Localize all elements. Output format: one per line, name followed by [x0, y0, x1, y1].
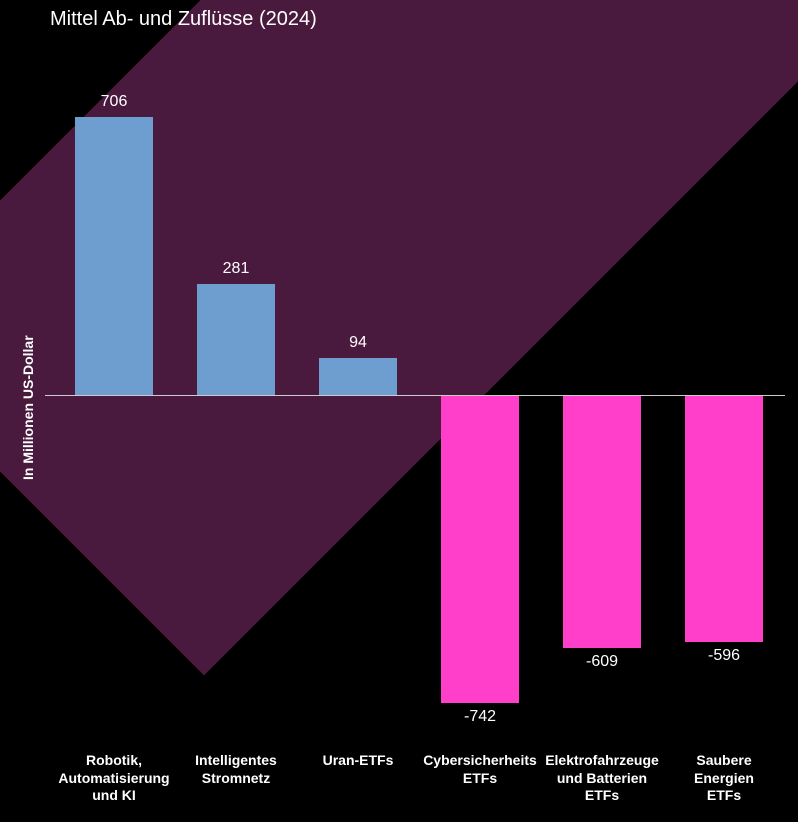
category-label: CybersicherheitsETFs [421, 752, 539, 787]
bar-value-label: -742 [441, 708, 519, 726]
category-label: Robotik,Automatisierungund KI [55, 752, 173, 805]
zero-baseline [45, 395, 785, 396]
bar [441, 396, 519, 703]
bar [197, 284, 275, 395]
category-label: Saubere EnergienETFs [665, 752, 783, 805]
bar [75, 117, 153, 395]
chart-stage: Mittel Ab- und Zuflüsse (2024) In Millio… [0, 0, 798, 822]
bar [685, 396, 763, 642]
bar-value-label: -609 [563, 653, 641, 671]
bar [563, 396, 641, 648]
category-label: Elektrofahrzeugeund BatterienETFs [543, 752, 661, 805]
y-axis-label: In Millionen US-Dollar [20, 335, 36, 480]
bar-value-label: 706 [75, 93, 153, 111]
chart-title: Mittel Ab- und Zuflüsse (2024) [50, 8, 317, 31]
category-label: IntelligentesStromnetz [177, 752, 295, 787]
bar [319, 358, 397, 395]
bar-value-label: -596 [685, 647, 763, 665]
category-label: Uran-ETFs [299, 752, 417, 770]
bar-value-label: 281 [197, 260, 275, 278]
bar-value-label: 94 [319, 334, 397, 352]
